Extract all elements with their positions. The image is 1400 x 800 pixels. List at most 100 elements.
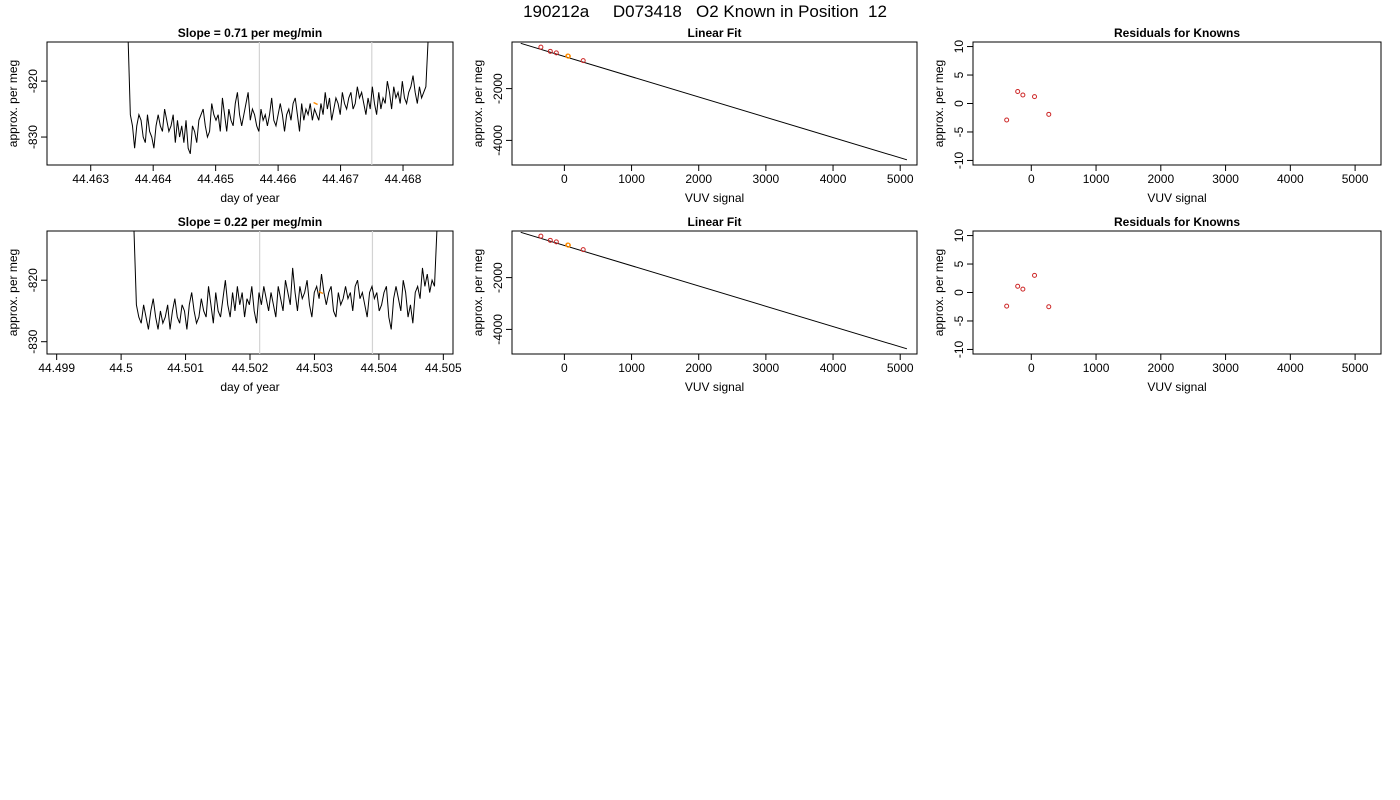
plot-area [520, 42, 908, 161]
x-tick-label: 44.504 [361, 361, 398, 375]
y-tick-label: -830 [26, 329, 40, 353]
x-tick-label: 3000 [1212, 361, 1239, 375]
data-point-residuals [1015, 283, 1021, 289]
chart-title: Linear Fit [687, 26, 741, 40]
plot-area [133, 231, 438, 354]
x-tick-label: 0 [561, 172, 568, 186]
plot-frame [46, 41, 454, 166]
chart-title: Slope = 0.22 per meg/min [178, 215, 322, 229]
x-tick-label: 1000 [618, 361, 645, 375]
y-tick-label: -820 [26, 268, 40, 292]
y-tick-label: -2000 [491, 73, 505, 104]
chart-panel-fit2: Linear Fit 0 1000 2000 3000 4000 5000 -2000 -400… [471, 215, 918, 394]
x-tick-label: 2000 [1147, 361, 1174, 375]
chart-panel-ts2: Slope = 0.22 per meg/min 44.499 44.5 44.501… [6, 215, 462, 394]
y-axis-label: approx. per meg [6, 60, 20, 147]
x-axis-label: VUV signal [685, 191, 744, 205]
x-tick-label: 44.501 [167, 361, 204, 375]
data-point-residuals [1032, 94, 1038, 100]
plot-area [1004, 89, 1052, 123]
y-tick-label: -4000 [491, 314, 505, 345]
y-tick-label: -4000 [491, 125, 505, 156]
data-point-knowns [553, 239, 559, 245]
chart-title: Slope = 0.71 per meg/min [178, 26, 322, 40]
highlight-mark [313, 101, 318, 106]
y-axis-label: approx. per meg [471, 60, 485, 147]
x-tick-label: 4000 [1277, 361, 1304, 375]
data-point-residuals [1004, 303, 1010, 309]
x-tick-label: 44.499 [38, 361, 75, 375]
data-point-knowns [547, 48, 553, 54]
plot-frame [511, 230, 918, 355]
data-point-residuals [1032, 272, 1038, 278]
x-tick-label: 1000 [1083, 361, 1110, 375]
y-tick-label: -10 [952, 340, 966, 358]
y-tick-label: -2000 [491, 262, 505, 293]
plot-area [1004, 272, 1052, 310]
fit-line [520, 231, 908, 350]
data-point-knowns [547, 237, 553, 243]
x-tick-label: 3000 [1212, 172, 1239, 186]
y-tick-label: -830 [26, 125, 40, 149]
x-tick-label: 2000 [685, 361, 712, 375]
x-axis-label: day of year [220, 191, 279, 205]
data-point-sample [565, 53, 571, 59]
data-point-residuals [1046, 304, 1052, 310]
x-tick-label: 44.503 [296, 361, 333, 375]
series-line [127, 42, 429, 154]
x-tick-label: 3000 [753, 172, 780, 186]
data-point-sample [565, 242, 571, 248]
x-axis-label: VUV signal [1147, 380, 1206, 394]
y-tick-label: -5 [952, 315, 966, 326]
x-tick-label: 2000 [1147, 172, 1174, 186]
plot-area [520, 231, 908, 350]
data-point-knowns [553, 50, 559, 56]
y-axis-label: approx. per meg [932, 60, 946, 147]
x-tick-label: 5000 [1342, 172, 1369, 186]
chart-panel-fit1: Linear Fit 0 1000 2000 3000 4000 5000 -2000 -400… [471, 26, 918, 205]
x-tick-label: 44.502 [232, 361, 269, 375]
chart-panel-ts1: Slope = 0.71 per meg/min 44.463 44.464 44.4… [6, 26, 454, 205]
data-point-knowns [580, 247, 586, 253]
series-line [133, 231, 438, 330]
y-tick-label: 5 [952, 71, 966, 78]
data-point-residuals [1020, 92, 1026, 98]
y-tick-label: 10 [952, 40, 966, 54]
x-tick-label: 44.464 [135, 172, 172, 186]
x-axis-label: VUV signal [685, 380, 744, 394]
x-tick-label: 5000 [887, 172, 914, 186]
x-tick-label: 4000 [1277, 172, 1304, 186]
fit-line [520, 42, 908, 161]
y-tick-label: -820 [26, 69, 40, 93]
plot-frame [972, 230, 1382, 355]
y-axis-label: approx. per meg [6, 249, 20, 336]
x-tick-label: 44.505 [425, 361, 462, 375]
y-tick-label: -10 [952, 151, 966, 169]
data-point-residuals [1046, 111, 1052, 117]
chart-panel-res2: Residuals for Knowns 0 1000 2000 3000 4000 500… [932, 215, 1382, 394]
data-point-knowns [538, 233, 544, 239]
x-tick-label: 4000 [820, 172, 847, 186]
y-axis-label: approx. per meg [471, 249, 485, 336]
x-tick-label: 44.5 [109, 361, 133, 375]
x-tick-label: 5000 [887, 361, 914, 375]
chart-title: Residuals for Knowns [1114, 215, 1240, 229]
x-axis-label: VUV signal [1147, 191, 1206, 205]
x-axis-label: day of year [220, 380, 279, 394]
x-tick-label: 5000 [1342, 361, 1369, 375]
x-tick-label: 2000 [685, 172, 712, 186]
figure-title: 190212a D073418 O2 Known in Position 12 [523, 2, 887, 21]
data-point-residuals [1015, 89, 1021, 95]
x-tick-label: 44.468 [385, 172, 422, 186]
plot-frame [972, 41, 1382, 166]
chart-title: Residuals for Knowns [1114, 26, 1240, 40]
y-tick-label: -5 [952, 126, 966, 137]
x-tick-label: 3000 [753, 361, 780, 375]
y-tick-label: 0 [952, 289, 966, 296]
y-tick-label: 5 [952, 260, 966, 267]
x-tick-label: 44.466 [260, 172, 297, 186]
y-tick-label: 10 [952, 229, 966, 243]
highlight-mark [318, 290, 324, 295]
x-tick-label: 0 [1028, 172, 1035, 186]
chart-title: Linear Fit [687, 215, 741, 229]
